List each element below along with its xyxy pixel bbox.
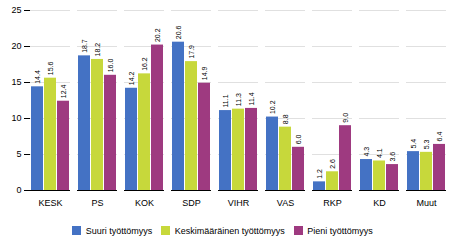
svg-text:VIHR: VIHR xyxy=(228,198,250,208)
svg-text:RKP: RKP xyxy=(323,198,342,208)
svg-text:KOK: KOK xyxy=(135,198,154,208)
svg-text:PS: PS xyxy=(91,198,103,208)
html-text:Keskimääräinen työttömyys: Keskimääräinen työttömyys xyxy=(174,225,285,236)
svg-text:11.3: 11.3 xyxy=(235,93,242,106)
svg-text:14.4: 14.4 xyxy=(34,70,41,84)
svg-text:Muut: Muut xyxy=(416,198,437,208)
svg-text:11.1: 11.1 xyxy=(222,94,229,107)
svg-text:14.2: 14.2 xyxy=(128,72,135,86)
svg-text:15: 15 xyxy=(11,77,21,87)
svg-text:8.8: 8.8 xyxy=(282,114,289,124)
svg-text:2.6: 2.6 xyxy=(329,159,336,169)
svg-text:6.4: 6.4 xyxy=(436,132,443,142)
svg-text:16.2: 16.2 xyxy=(141,57,148,71)
svg-text:18.2: 18.2 xyxy=(94,43,101,57)
svg-text:KESK: KESK xyxy=(38,198,62,208)
svg-text:25: 25 xyxy=(11,5,21,15)
svg-text:9.0: 9.0 xyxy=(342,113,349,123)
svg-text:14.9: 14.9 xyxy=(201,66,208,80)
svg-text:5: 5 xyxy=(16,149,21,159)
svg-text:6.0: 6.0 xyxy=(295,134,302,144)
svg-text:10: 10 xyxy=(11,113,21,123)
svg-text:4.3: 4.3 xyxy=(363,147,370,157)
svg-text:18.7: 18.7 xyxy=(81,39,88,53)
svg-text:20.2: 20.2 xyxy=(154,28,161,42)
svg-text:16.0: 16.0 xyxy=(107,59,114,73)
svg-text:12.4: 12.4 xyxy=(60,84,67,98)
svg-text:10.2: 10.2 xyxy=(269,100,276,114)
svg-text:4.1: 4.1 xyxy=(376,148,383,158)
svg-text:20: 20 xyxy=(11,41,21,51)
svg-text:0: 0 xyxy=(16,185,21,195)
svg-text:1.2: 1.2 xyxy=(316,169,323,179)
svg-text:KD: KD xyxy=(373,198,386,208)
svg-text:17.9: 17.9 xyxy=(188,45,195,59)
svg-text:15.6: 15.6 xyxy=(47,61,54,75)
svg-text:SDP: SDP xyxy=(182,198,201,208)
svg-text:3.6: 3.6 xyxy=(389,152,396,162)
svg-text:5.4: 5.4 xyxy=(410,139,417,149)
html-text:Suuri työttömyys: Suuri työttömyys xyxy=(85,225,153,236)
svg-text:VAS: VAS xyxy=(277,198,294,208)
html-text:Pieni työttömyys: Pieni työttömyys xyxy=(307,225,373,236)
svg-text:11.4: 11.4 xyxy=(248,92,255,105)
svg-text:5.3: 5.3 xyxy=(423,140,430,150)
svg-text:20.6: 20.6 xyxy=(175,25,182,39)
